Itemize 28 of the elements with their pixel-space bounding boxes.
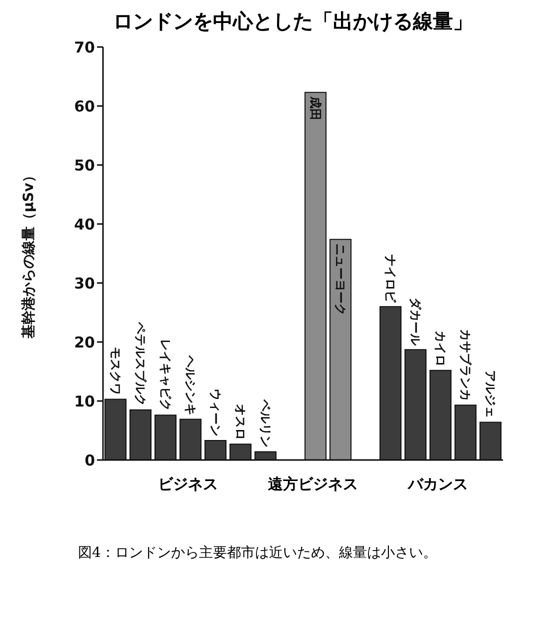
- y-tick-label: 30: [74, 274, 95, 292]
- text: ビジネス: [158, 475, 218, 494]
- x-tick-label: モスクワ: [108, 347, 122, 396]
- y-tick-label: 20: [74, 333, 95, 352]
- x-tick-label: カイロ: [434, 330, 448, 366]
- chart-title: ロンドンを中心とした「出かける線量」: [112, 8, 474, 35]
- x-tick-label: ヘルシンキ: [184, 354, 198, 416]
- x-tick-label: ニューヨーク: [334, 243, 348, 316]
- x-tick-label: ナイロビ: [384, 254, 398, 304]
- y-tick-label: 50: [74, 156, 95, 174]
- x-tick-label: アルジェ: [484, 370, 498, 418]
- y-tick-label: 10: [74, 392, 95, 410]
- x-tick-label: 成田: [308, 95, 322, 120]
- text: 遠方ビジネス: [268, 475, 358, 494]
- x-tick-label: ウィーン: [208, 388, 222, 437]
- caption: 図4：ロンドンから主要都市は近いため、線量は小さい。: [78, 544, 438, 562]
- y-axis-title: 基幹港からの線量（μSv）: [20, 168, 37, 340]
- x-tick-label: レイキャビク: [158, 339, 172, 412]
- x-tick-label: カサブランカ: [458, 329, 472, 402]
- y-tick-label: 70: [74, 38, 95, 56]
- y-tick-label: 40: [74, 215, 95, 234]
- y-tick-label: 60: [74, 97, 95, 116]
- x-tick-label: オスロ: [234, 404, 248, 440]
- x-tick-label: ベルリン: [258, 398, 272, 448]
- y-tick-label: 0: [84, 451, 95, 470]
- x-tick-label: ペテルスブルク: [134, 320, 148, 406]
- text: バカンス: [408, 475, 468, 494]
- x-tick-label: ダカール: [408, 298, 422, 347]
